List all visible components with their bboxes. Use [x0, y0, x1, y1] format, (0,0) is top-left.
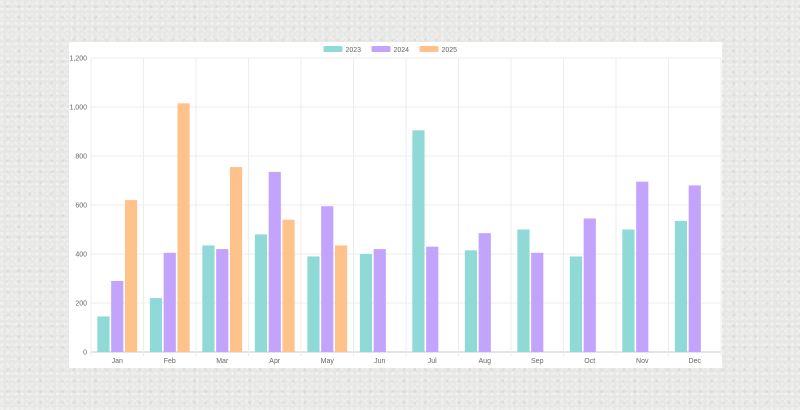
- x-tick-label: Jul: [428, 358, 437, 365]
- bar-2025-may[interactable]: [334, 245, 348, 352]
- bar-2023-jan[interactable]: [97, 316, 110, 352]
- x-tick-label: Dec: [689, 358, 702, 365]
- bar-2024-dec[interactable]: [688, 185, 701, 352]
- bar-2024-jun[interactable]: [373, 249, 386, 352]
- bar-2023-feb[interactable]: [149, 298, 163, 352]
- bar-2023-aug[interactable]: [464, 250, 478, 352]
- y-tick-label: 400: [75, 252, 87, 259]
- y-tick-label: 600: [75, 203, 87, 210]
- bar-2023-jun[interactable]: [359, 254, 373, 352]
- x-tick-label: Jun: [374, 358, 385, 365]
- bar-2023-nov[interactable]: [622, 229, 635, 353]
- bar-2024-sep[interactable]: [531, 252, 544, 352]
- x-tick-label: Aug: [479, 358, 492, 365]
- bar-2024-may[interactable]: [321, 206, 334, 352]
- bar-2024-apr[interactable]: [268, 171, 281, 352]
- bar-2024-oct[interactable]: [583, 218, 596, 352]
- bar-2023-dec[interactable]: [674, 220, 688, 352]
- bar-2024-jan[interactable]: [111, 280, 124, 352]
- x-tick-label: Apr: [269, 358, 281, 365]
- y-tick-label: 1,200: [69, 56, 87, 63]
- legend-swatch: [419, 46, 439, 52]
- bar-2023-apr[interactable]: [254, 234, 268, 352]
- x-tick-label: Mar: [216, 358, 229, 365]
- bar-2023-sep[interactable]: [517, 229, 530, 353]
- y-tick-label: 0: [83, 350, 87, 357]
- legend-label: 2023: [346, 47, 362, 54]
- x-tick-label: Nov: [636, 358, 649, 365]
- legend-swatch: [371, 46, 391, 52]
- bar-2023-mar[interactable]: [202, 245, 215, 352]
- x-tick-label: Sep: [531, 358, 544, 365]
- chart-card: 0 200 400 600 800 1,000 1,200 Jan Feb Mar Apr May J…: [69, 42, 722, 368]
- legend-item-2024[interactable]: 2024: [371, 46, 410, 54]
- legend-label: 2025: [442, 47, 458, 54]
- y-tick-label: 200: [75, 301, 87, 308]
- bars: [97, 103, 701, 352]
- x-tick-label: Jan: [112, 358, 123, 365]
- legend-item-2025[interactable]: 2025: [419, 46, 458, 54]
- grid-lines: [90, 57, 722, 356]
- bar-2024-nov[interactable]: [636, 181, 649, 352]
- x-tick-label: Feb: [164, 358, 176, 365]
- legend-item-2023[interactable]: 2023: [323, 46, 362, 54]
- legend[interactable]: 2023 2024 2025: [323, 46, 458, 54]
- bar-2023-jul[interactable]: [412, 130, 425, 352]
- bar-2025-jan[interactable]: [124, 200, 138, 352]
- bar-2025-feb[interactable]: [177, 103, 190, 352]
- y-axis-ticks: 0 200 400 600 800 1,000 1,200: [69, 56, 87, 357]
- bar-2024-aug[interactable]: [478, 233, 491, 352]
- bar-2023-may[interactable]: [307, 256, 320, 352]
- x-axis-ticks: Jan Feb Mar Apr May Jun Jul Aug Sep Oct Nov Dec: [112, 358, 702, 365]
- bar-2025-mar[interactable]: [229, 167, 243, 352]
- bar-2023-oct[interactable]: [569, 256, 583, 352]
- x-tick-label: Oct: [584, 358, 595, 365]
- bar-2024-jul[interactable]: [426, 246, 439, 352]
- legend-swatch: [323, 46, 343, 52]
- bar-2024-mar[interactable]: [216, 249, 229, 352]
- legend-label: 2024: [394, 47, 410, 54]
- y-tick-label: 1,000: [69, 105, 87, 112]
- x-tick-label: May: [321, 358, 335, 365]
- bar-2025-apr[interactable]: [282, 219, 295, 352]
- y-tick-label: 800: [75, 154, 87, 161]
- bar-2024-feb[interactable]: [163, 252, 176, 352]
